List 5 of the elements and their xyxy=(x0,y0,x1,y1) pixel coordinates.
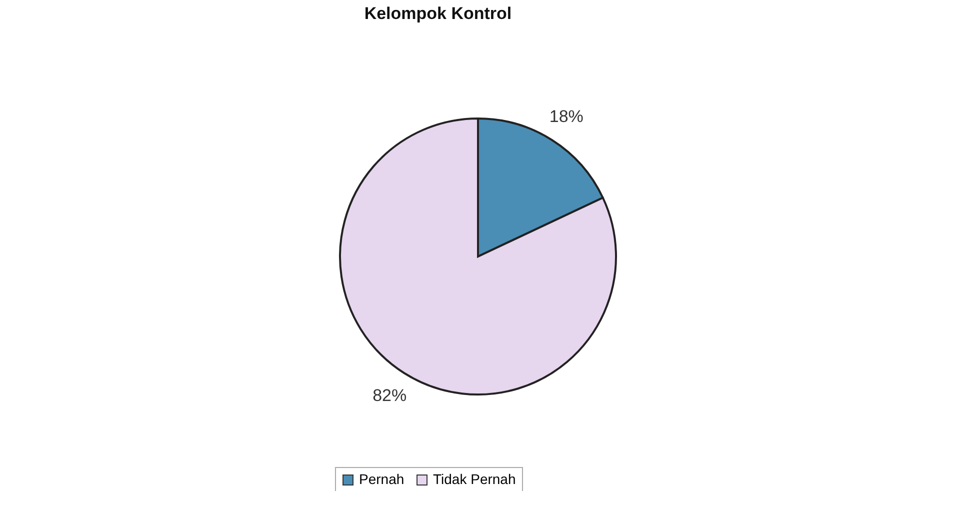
data-label: 82% xyxy=(372,386,407,405)
legend-label: Pernah xyxy=(359,471,404,487)
chart-title: Kelompok Kontrol xyxy=(364,4,512,23)
legend-label: Tidak Pernah xyxy=(433,471,516,487)
data-label: 18% xyxy=(549,107,584,126)
